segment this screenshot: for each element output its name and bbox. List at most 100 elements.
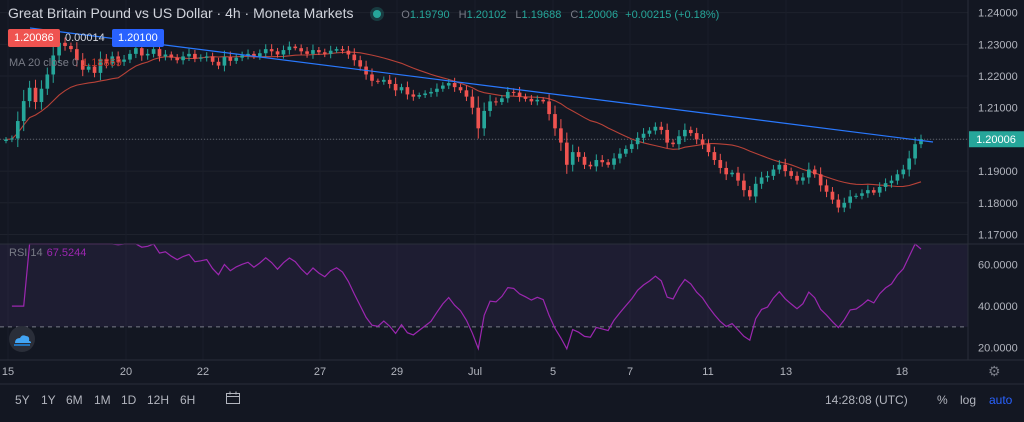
- candle-body: [27, 87, 32, 102]
- candle: [181, 51, 185, 65]
- time-axis[interactable]: 15 20 22 27 29 Jul 5 7 11 13 18: [2, 366, 908, 378]
- candle: [671, 139, 675, 148]
- candle: [635, 132, 640, 150]
- low-label: L: [515, 9, 522, 21]
- auto-scale-toggle[interactable]: auto: [989, 393, 1013, 407]
- spread-value: 0.00014: [65, 32, 105, 44]
- candle-body: [429, 91, 433, 94]
- candle: [718, 153, 723, 174]
- candle: [777, 160, 782, 174]
- candle-body: [328, 50, 333, 54]
- calendar-icon: [226, 391, 240, 404]
- candle-body: [139, 48, 144, 56]
- time-tick-label: 11: [702, 366, 713, 378]
- candle-body: [346, 50, 351, 55]
- ma-legend[interactable]: MA 20 close 0 1.18869: [9, 57, 122, 69]
- range-5y-button[interactable]: 5Y: [15, 393, 30, 407]
- candle-body: [187, 53, 191, 57]
- candle-body: [281, 50, 286, 55]
- candle-body: [63, 42, 67, 46]
- candle-body: [700, 139, 705, 145]
- candle-body: [370, 74, 374, 81]
- broker-logo-icon[interactable]: [9, 326, 35, 352]
- candle: [387, 74, 392, 89]
- candle-body: [145, 53, 150, 56]
- sell-price-button[interactable]: 1.20086: [8, 29, 60, 47]
- candle-body: [10, 138, 14, 140]
- close-value: 1.20006: [578, 9, 619, 21]
- candle: [753, 176, 758, 203]
- candle: [836, 194, 841, 213]
- range-12h-button[interactable]: 12H: [147, 393, 170, 407]
- trend-line[interactable]: [29, 27, 934, 143]
- range-1m-button[interactable]: 1M: [94, 393, 111, 407]
- market-status-icon: [373, 9, 382, 18]
- date-range-icon[interactable]: [225, 391, 241, 408]
- ohlc-values: O1.19790 H1.20102 L1.19688 C1.20006 +0.0…: [395, 9, 719, 21]
- candle-body: [45, 74, 50, 89]
- candle: [122, 54, 126, 66]
- rsi-legend[interactable]: RSI 14 67.5244: [9, 247, 86, 259]
- candle: [747, 186, 752, 201]
- candle-body: [216, 61, 221, 66]
- candle-body: [635, 137, 640, 145]
- candle-body: [163, 54, 168, 57]
- candles: [4, 34, 923, 213]
- candle: [889, 175, 894, 188]
- utc-clock[interactable]: 14:28:08 (UTC): [825, 393, 908, 407]
- time-tick-label: 13: [780, 366, 792, 378]
- rsi-pane: [0, 243, 968, 351]
- candle: [352, 48, 357, 66]
- candle: [683, 123, 687, 143]
- buy-price-button[interactable]: 1.20100: [112, 29, 164, 47]
- price-tick-label: 1.19000: [978, 166, 1018, 178]
- candle: [293, 44, 298, 51]
- candle-body: [783, 164, 788, 172]
- candle: [618, 148, 622, 164]
- candle: [494, 97, 498, 106]
- candle: [305, 47, 309, 58]
- candle-body: [193, 53, 197, 59]
- ma-20-line: [5, 51, 922, 188]
- candle: [393, 77, 398, 97]
- candle-body: [21, 101, 26, 122]
- candle-body: [612, 158, 616, 165]
- candle: [169, 51, 174, 61]
- price-tick-label: 1.17000: [978, 229, 1018, 241]
- range-6m-button[interactable]: 6M: [66, 393, 83, 407]
- candle: [92, 61, 97, 78]
- candle: [240, 51, 244, 62]
- candle: [299, 44, 303, 55]
- candle: [665, 123, 669, 149]
- candle: [559, 119, 563, 151]
- candle: [706, 139, 711, 157]
- candle-body: [494, 101, 498, 103]
- candle: [659, 121, 664, 135]
- candle-body: [600, 160, 605, 163]
- candle-body: [618, 153, 622, 159]
- range-1d-button[interactable]: 1D: [121, 393, 137, 407]
- log-scale-toggle[interactable]: log: [960, 393, 977, 407]
- candle: [588, 161, 593, 170]
- candle-body: [69, 45, 73, 50]
- candle-body: [15, 121, 20, 139]
- symbol-title[interactable]: Great Britain Pound vs US Dollar · 4h · …: [8, 5, 354, 21]
- candle-body: [405, 87, 410, 95]
- candle: [423, 90, 427, 98]
- candle: [210, 52, 215, 66]
- rsi-axis[interactable]: 20.0000 40.0000 60.0000: [978, 260, 1018, 355]
- candle: [328, 45, 333, 59]
- candle: [198, 54, 203, 62]
- candle-body: [765, 175, 770, 178]
- gear-icon[interactable]: ⚙: [988, 363, 1001, 379]
- candle: [848, 190, 852, 209]
- close-label: C: [570, 9, 579, 21]
- percent-scale-toggle[interactable]: %: [937, 393, 948, 407]
- candle-body: [742, 180, 746, 191]
- range-1y-button[interactable]: 1Y: [41, 393, 56, 407]
- time-tick-label: 27: [314, 366, 326, 378]
- open-value: 1.19790: [409, 9, 450, 21]
- range-6h-button[interactable]: 6H: [180, 393, 196, 407]
- candle-body: [299, 48, 303, 52]
